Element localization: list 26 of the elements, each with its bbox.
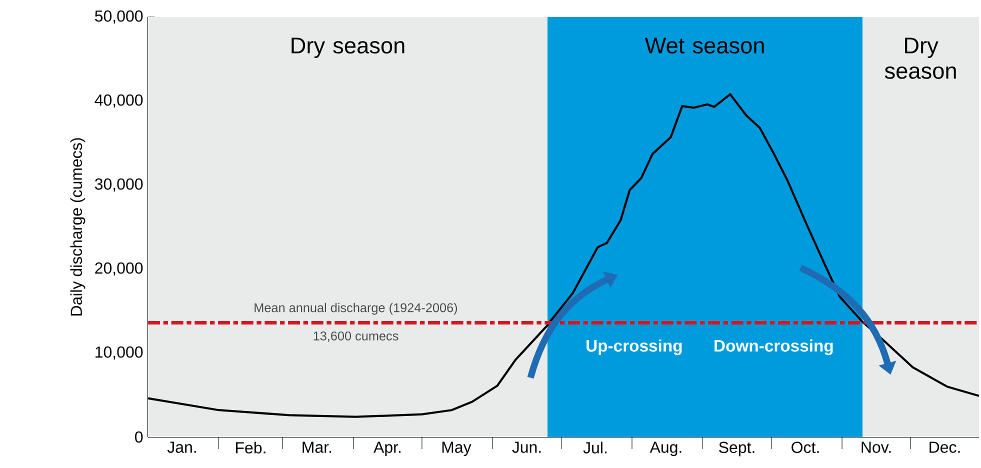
annotation: Down-crossing [714,339,833,356]
x-tick-label: Aug. [650,442,682,456]
x-tick-label: Mar. [302,442,332,453]
x-tick-label: Jan. [167,442,196,453]
x-tick-label: Feb. [236,442,266,454]
y-tick-label: 30,000 [94,178,143,192]
y-tick-label: 0 [135,431,143,443]
x-tick-label: Jun. [512,442,541,453]
band-label: Dry season [884,38,956,79]
x-tick-label: Nov. [862,442,891,453]
annotation: Up-crossing [586,339,682,356]
x-tick-label: Apr. [374,442,400,456]
band-label: Wet season [644,38,764,54]
y-tick-label: 10,000 [96,346,143,360]
x-tick-label: May [442,442,472,456]
y-tick-label: 20,000 [95,262,143,276]
x-tick-label: Dec. [930,442,960,453]
x-tick-label: Oct. [792,442,819,454]
band-label: Dry season [292,38,404,58]
x-tick-label: Sept. [719,442,754,456]
y-axis-title: Daily discharge (cumecs) [70,138,86,316]
y-tick-label: 40,000 [94,94,143,108]
annotation: 13,600 cumecs [314,331,398,342]
ref-line-label: Mean annual discharge (1924-2006) [254,302,458,315]
y-tick-label: 50,000 [95,10,143,24]
x-tick-label: Jul. [583,442,606,454]
